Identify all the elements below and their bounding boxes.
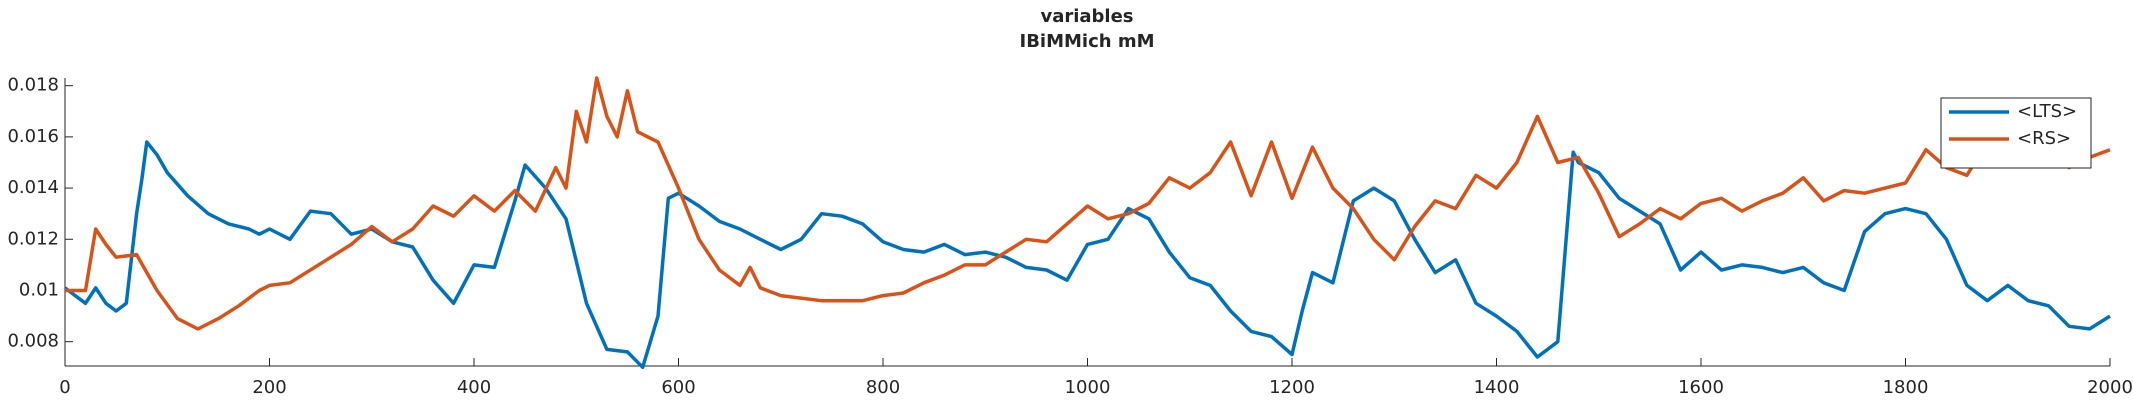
series-line	[65, 76, 2111, 331]
x-tick-label: 800	[866, 377, 900, 398]
x-tick-label: 1200	[1269, 377, 1315, 398]
legend-label: <RS>	[2017, 128, 2071, 149]
y-tick-label: 0.018	[7, 75, 59, 96]
y-tick-label: 0.008	[7, 331, 59, 352]
legend-label: <LTS>	[2017, 101, 2077, 122]
x-tick-label: 400	[457, 377, 491, 398]
x-tick-label: 1600	[1678, 377, 1724, 398]
x-tick-label: 200	[252, 377, 286, 398]
x-tick-label: 0	[59, 377, 70, 398]
chart-subtitle: IBiMMich mM	[1020, 31, 1155, 52]
y-tick-label: 0.014	[7, 177, 59, 198]
y-tick-label: 0.01	[19, 279, 59, 300]
legend-box	[1940, 97, 2092, 169]
x-tick-label: 1000	[1065, 377, 1111, 398]
y-tick-label: 0.016	[7, 126, 59, 147]
x-tick-label: 1800	[1883, 377, 1929, 398]
chart-title: variables	[1040, 6, 1133, 27]
x-tick-label: 2000	[2087, 377, 2133, 398]
y-tick-label: 0.012	[7, 228, 59, 249]
series-line	[63, 140, 2111, 370]
x-tick-label: 1400	[1474, 377, 1520, 398]
x-tick-label: 600	[661, 377, 695, 398]
